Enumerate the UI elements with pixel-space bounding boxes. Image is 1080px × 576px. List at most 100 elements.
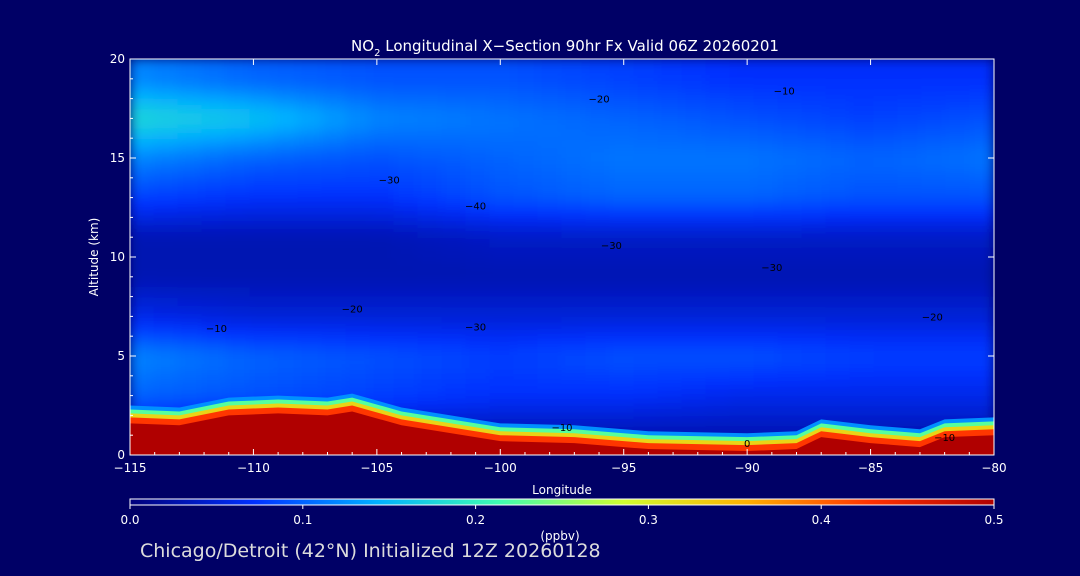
field-cell <box>897 147 923 159</box>
field-cell <box>945 147 971 159</box>
field-cell <box>489 157 515 169</box>
field-cell <box>849 286 875 298</box>
field-cell <box>609 286 635 298</box>
field-cell <box>873 68 899 80</box>
field-cell <box>561 157 587 169</box>
colorbar-tick-label: 0.1 <box>293 513 312 527</box>
field-cell <box>873 78 899 90</box>
field-cell <box>130 355 155 367</box>
field-cell <box>465 385 491 397</box>
field-cell <box>441 286 467 298</box>
field-cell <box>945 68 971 80</box>
field-cell <box>825 335 851 347</box>
field-cell <box>201 375 227 387</box>
field-cell <box>561 117 587 129</box>
x-tick-label: −95 <box>611 461 636 475</box>
field-cell <box>921 167 947 179</box>
field-cell <box>345 335 371 347</box>
field-cell <box>681 325 707 337</box>
field-cell <box>873 197 899 208</box>
field-cell <box>273 236 299 248</box>
field-cell <box>921 98 947 109</box>
field-cell <box>297 207 323 218</box>
field-cell <box>177 266 203 278</box>
field-cell <box>177 108 203 119</box>
field-cell <box>369 315 395 327</box>
field-cell <box>321 276 347 288</box>
field-cell <box>897 157 923 169</box>
field-cell <box>825 167 851 179</box>
field-cell <box>177 157 203 169</box>
field-cell <box>633 59 659 70</box>
field-cell <box>297 345 323 357</box>
field-cell <box>153 306 179 317</box>
field-cell <box>777 236 803 248</box>
field-cell <box>609 216 635 228</box>
field-cell <box>153 197 179 208</box>
field-cell <box>849 207 875 218</box>
field-cell <box>153 187 179 199</box>
field-cell <box>465 187 491 199</box>
field-cell <box>969 157 994 169</box>
field-cell <box>705 157 731 169</box>
field-cell <box>633 365 659 377</box>
field-cell <box>201 335 227 347</box>
field-cell <box>273 246 299 258</box>
field-cell <box>705 246 731 258</box>
field-cell <box>249 108 275 119</box>
field-cell <box>417 78 443 90</box>
field-cell <box>777 355 803 367</box>
field-cell <box>537 236 563 248</box>
field-cell <box>273 355 299 367</box>
colorbar-tick-label: 0.4 <box>812 513 831 527</box>
field-cell <box>345 147 371 159</box>
field-cell <box>777 375 803 387</box>
field-cell <box>537 375 563 387</box>
field-cell <box>130 246 155 258</box>
field-cell <box>153 395 179 406</box>
field-cell <box>585 108 611 119</box>
field-cell <box>465 306 491 317</box>
field-cell <box>537 296 563 307</box>
field-cell <box>297 286 323 298</box>
field-cell <box>153 59 179 70</box>
field-cell <box>921 137 947 149</box>
field-cell <box>681 385 707 397</box>
field-cell <box>825 226 851 238</box>
field-cell <box>369 197 395 208</box>
chart-title: NO2 Longitudinal X−Section 90hr Fx Valid… <box>351 37 779 59</box>
field-cell <box>849 375 875 387</box>
field-cell <box>537 345 563 357</box>
field-cell <box>225 187 251 199</box>
field-cell <box>393 355 419 367</box>
field-cell <box>441 355 467 367</box>
field-cell <box>513 167 539 179</box>
field-cell <box>753 147 779 159</box>
field-cell <box>945 108 971 119</box>
field-cell <box>777 276 803 288</box>
field-cell <box>585 226 611 238</box>
field-cell <box>369 177 395 189</box>
field-cell <box>369 375 395 387</box>
field-cell <box>585 325 611 337</box>
field-cell <box>130 117 155 129</box>
field-cell <box>321 157 347 169</box>
field-cell <box>297 78 323 90</box>
field-cell <box>969 246 994 258</box>
field-cell <box>489 167 515 179</box>
field-cell <box>513 117 539 129</box>
field-cell <box>273 296 299 307</box>
field-cell <box>297 355 323 367</box>
field-cell <box>825 276 851 288</box>
field-cell <box>177 286 203 298</box>
field-cell <box>921 335 947 347</box>
field-cell <box>681 167 707 179</box>
field-cell <box>945 256 971 268</box>
field-cell <box>441 137 467 149</box>
field-cell <box>945 345 971 357</box>
field-cell <box>273 385 299 397</box>
field-cell <box>921 405 947 416</box>
field-cell <box>297 117 323 129</box>
field-cell <box>753 306 779 317</box>
field-cell <box>130 256 155 268</box>
